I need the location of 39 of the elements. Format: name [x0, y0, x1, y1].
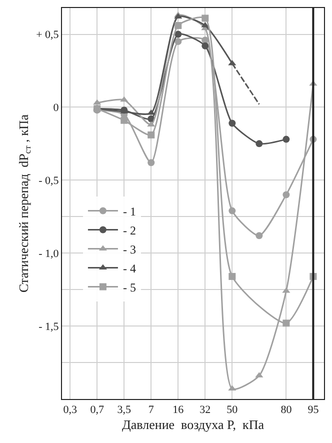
- point: [228, 385, 236, 391]
- point: [228, 272, 236, 280]
- point: [202, 42, 209, 50]
- point: [120, 96, 128, 102]
- point: [256, 232, 263, 240]
- y-tick-label: 0: [53, 102, 60, 114]
- legend-label: - 3: [122, 242, 136, 256]
- point: [282, 136, 290, 143]
- x-tick-label: 50: [226, 404, 238, 416]
- y-tick-label: + 0,5: [36, 29, 60, 42]
- x-tick-label: 7: [148, 404, 154, 416]
- x-tick-label: 0,7: [90, 404, 104, 416]
- point: [282, 320, 290, 327]
- legend-label: - 4: [122, 261, 136, 276]
- x-axis-title: Давление воздуха P, кПа: [122, 416, 264, 432]
- x-tick-label: 95: [308, 404, 320, 416]
- point: [148, 159, 155, 166]
- y-tick-label: - 1,5: [38, 320, 60, 333]
- point: [282, 191, 290, 198]
- x-tick-label: 16: [172, 404, 184, 416]
- point: [228, 207, 236, 214]
- point: [256, 140, 263, 148]
- point: [93, 99, 102, 105]
- x-tick-label: 0,3: [63, 404, 78, 416]
- point: [120, 116, 128, 124]
- y-tick-label: - 0,5: [38, 175, 60, 188]
- point: [174, 22, 182, 30]
- x-tick-label: 80: [280, 404, 292, 416]
- legend-label: - 5: [122, 280, 136, 294]
- legend-label: - 2: [122, 223, 136, 238]
- point: [174, 30, 182, 38]
- x-tick-label: 3,5: [117, 404, 132, 416]
- point: [174, 38, 182, 46]
- point: [148, 131, 155, 138]
- legend-label: - 1: [122, 204, 136, 218]
- x-tick-label: 32: [200, 404, 211, 416]
- point: [228, 120, 236, 127]
- y-tick-label: - 1,0: [38, 248, 60, 260]
- point: [202, 14, 209, 22]
